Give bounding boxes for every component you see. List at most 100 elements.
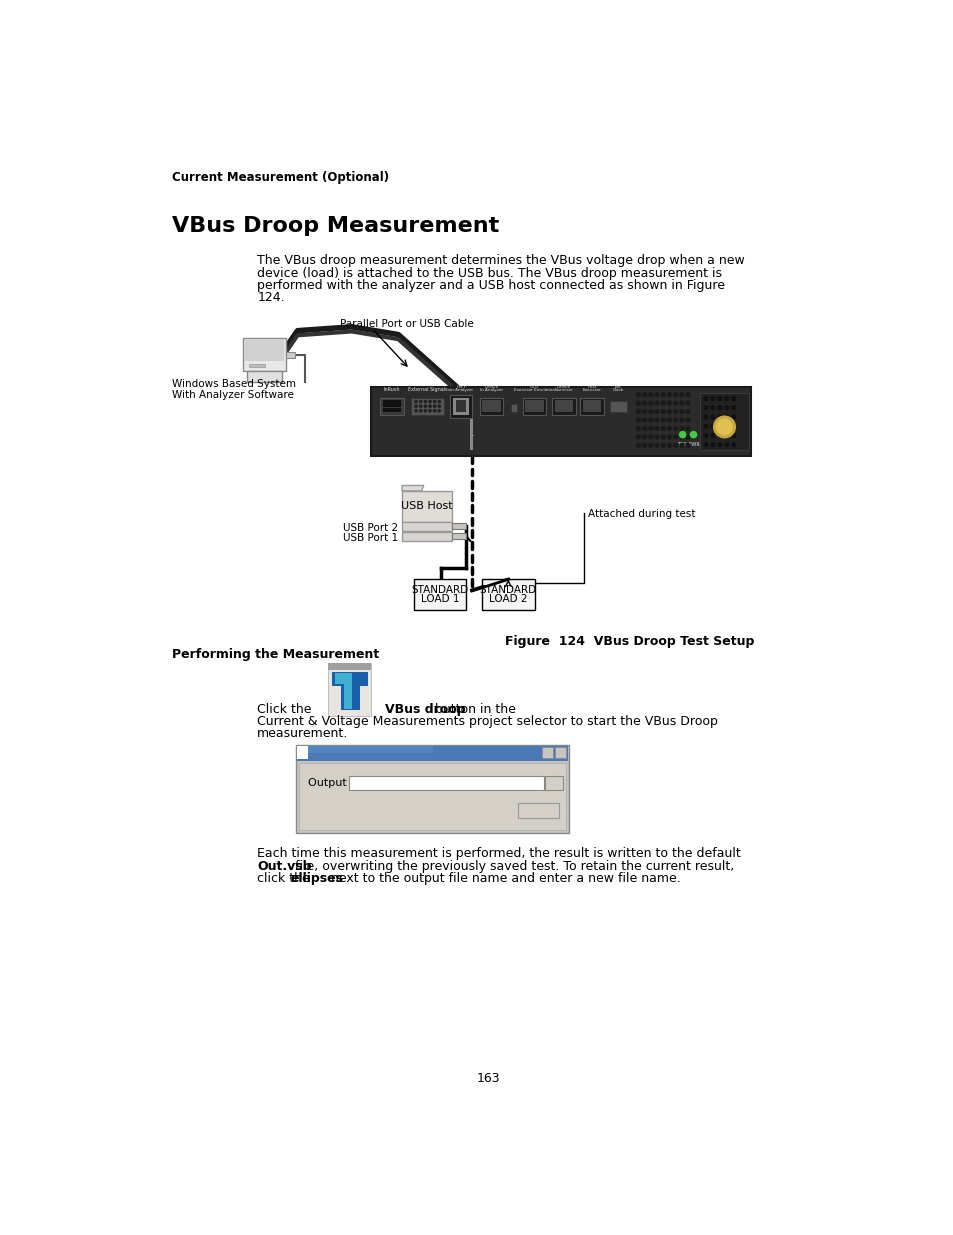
Text: Ext
Clock: Ext Clock	[612, 384, 623, 393]
Circle shape	[424, 400, 426, 403]
Bar	[286, 352, 294, 358]
Circle shape	[703, 425, 707, 429]
Circle shape	[667, 435, 671, 438]
Circle shape	[685, 401, 689, 405]
Circle shape	[642, 426, 646, 431]
Text: Host
Exerciser: Host Exerciser	[582, 384, 600, 393]
Bar	[555, 400, 573, 412]
Bar	[247, 370, 282, 382]
Circle shape	[655, 443, 659, 447]
Circle shape	[419, 400, 421, 403]
Circle shape	[433, 400, 436, 403]
Circle shape	[690, 431, 696, 437]
Bar	[371, 387, 750, 456]
Circle shape	[636, 401, 639, 405]
Circle shape	[679, 426, 683, 431]
Text: Attached during test: Attached during test	[587, 509, 695, 519]
Bar	[609, 401, 626, 411]
Circle shape	[648, 401, 652, 405]
Bar	[380, 398, 403, 415]
Bar	[328, 662, 371, 671]
Circle shape	[433, 405, 436, 408]
Circle shape	[642, 393, 646, 396]
Text: Y: Y	[299, 747, 306, 757]
Circle shape	[710, 442, 714, 447]
Circle shape	[685, 443, 689, 447]
Text: 163: 163	[476, 1072, 500, 1086]
Text: USB Host: USB Host	[400, 501, 453, 511]
Circle shape	[724, 406, 728, 410]
Text: ...: ...	[549, 778, 558, 788]
Text: TRG PWR: TRG PWR	[676, 442, 699, 447]
Bar	[411, 398, 443, 415]
Circle shape	[718, 406, 721, 410]
Circle shape	[703, 442, 707, 447]
Circle shape	[648, 393, 652, 396]
Bar	[545, 776, 562, 789]
Polygon shape	[402, 485, 423, 490]
Text: x: x	[557, 748, 562, 758]
Circle shape	[660, 410, 664, 414]
Text: External Signals: External Signals	[408, 388, 447, 393]
Circle shape	[642, 419, 646, 422]
Text: VBus droop: VBus droop	[385, 703, 465, 715]
Bar	[328, 662, 371, 716]
Text: Manual: Manual	[715, 410, 733, 415]
Bar	[450, 395, 472, 417]
Bar	[517, 803, 558, 818]
Circle shape	[724, 425, 728, 429]
Circle shape	[660, 393, 664, 396]
Circle shape	[648, 443, 652, 447]
Bar	[456, 400, 465, 412]
Text: Out.vsb: Out.vsb	[257, 860, 312, 873]
Bar	[481, 579, 534, 610]
Text: ?: ?	[545, 748, 550, 758]
Circle shape	[713, 416, 735, 437]
Circle shape	[660, 443, 664, 447]
Circle shape	[648, 410, 652, 414]
Circle shape	[673, 410, 677, 414]
Bar	[552, 398, 575, 415]
Circle shape	[679, 410, 683, 414]
Circle shape	[724, 396, 728, 400]
Circle shape	[731, 425, 735, 429]
Text: With Analyzer Software: With Analyzer Software	[172, 390, 294, 400]
Circle shape	[685, 419, 689, 422]
Circle shape	[419, 410, 421, 412]
Text: OTG
Exerciser Emulation: OTG Exerciser Emulation	[514, 384, 555, 393]
Circle shape	[648, 435, 652, 438]
Circle shape	[437, 400, 440, 403]
Circle shape	[679, 435, 683, 438]
Text: STANDARD: STANDARD	[479, 585, 537, 595]
Bar	[243, 338, 286, 370]
Circle shape	[655, 401, 659, 405]
Text: Ho t
sin Analyzer: Ho t sin Analyzer	[448, 384, 473, 393]
Circle shape	[415, 410, 416, 412]
Circle shape	[636, 419, 639, 422]
Circle shape	[685, 410, 689, 414]
Circle shape	[716, 419, 732, 435]
Circle shape	[419, 405, 421, 408]
Circle shape	[724, 442, 728, 447]
Polygon shape	[402, 490, 452, 521]
Text: VBus Droop Measurement: VBus Droop Measurement	[172, 216, 498, 236]
Circle shape	[685, 435, 689, 438]
Circle shape	[655, 393, 659, 396]
Text: ellipses: ellipses	[291, 872, 343, 885]
Bar	[335, 673, 345, 684]
Text: Run: Run	[527, 805, 549, 815]
Circle shape	[673, 426, 677, 431]
Circle shape	[636, 410, 639, 414]
Bar	[382, 409, 401, 412]
Circle shape	[655, 419, 659, 422]
Text: click the: click the	[257, 872, 314, 885]
Circle shape	[660, 419, 664, 422]
Circle shape	[731, 396, 735, 400]
Circle shape	[433, 410, 436, 412]
Circle shape	[655, 426, 659, 431]
Bar	[525, 400, 543, 412]
Circle shape	[731, 406, 735, 410]
Circle shape	[673, 419, 677, 422]
Circle shape	[667, 426, 671, 431]
Circle shape	[424, 410, 426, 412]
